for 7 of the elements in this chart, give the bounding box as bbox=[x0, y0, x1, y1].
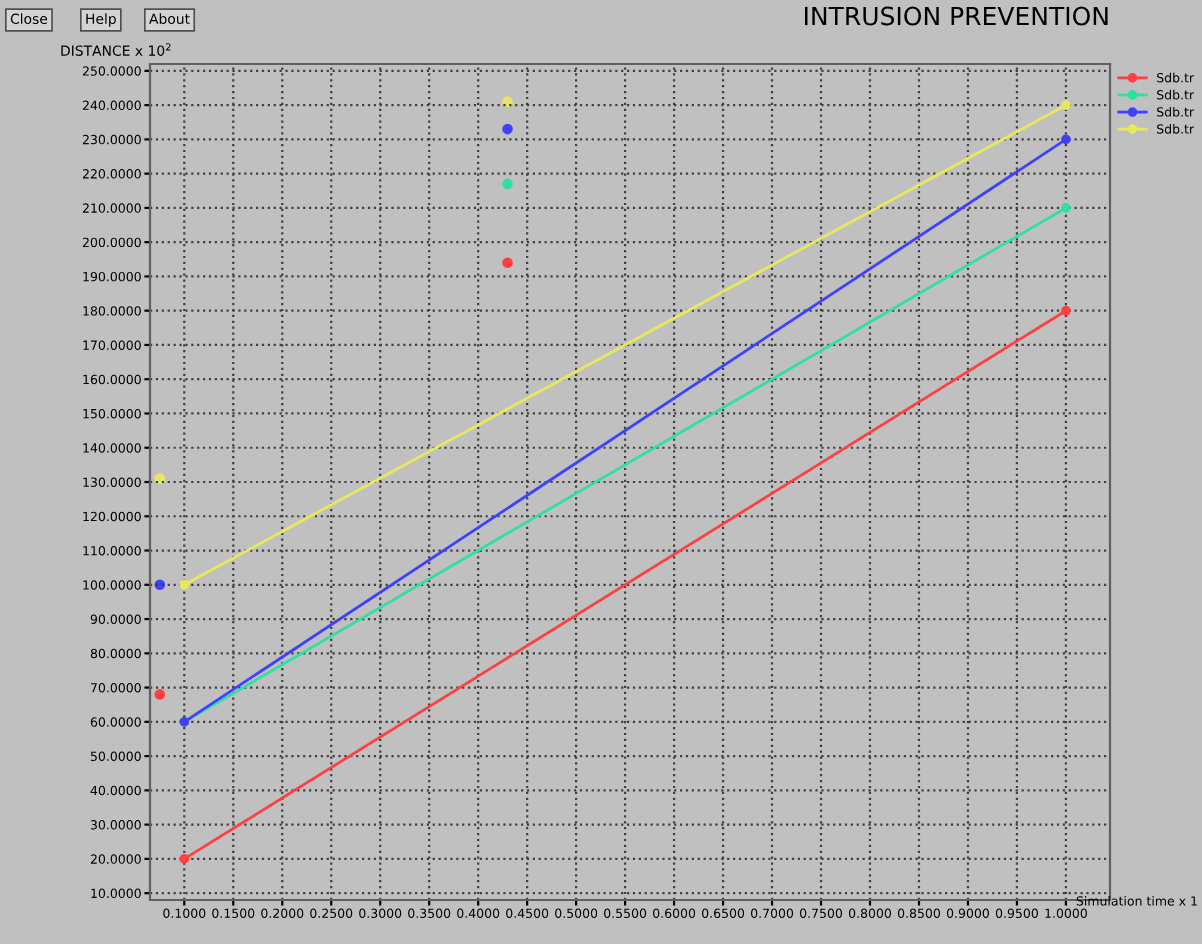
chart-title: INTRUSION PREVENTION bbox=[804, 6, 1108, 26]
point bbox=[1061, 305, 1071, 316]
point bbox=[1061, 134, 1071, 145]
point bbox=[1061, 203, 1071, 213]
point bbox=[1061, 100, 1071, 110]
point bbox=[179, 579, 190, 590]
point bbox=[179, 854, 190, 864]
